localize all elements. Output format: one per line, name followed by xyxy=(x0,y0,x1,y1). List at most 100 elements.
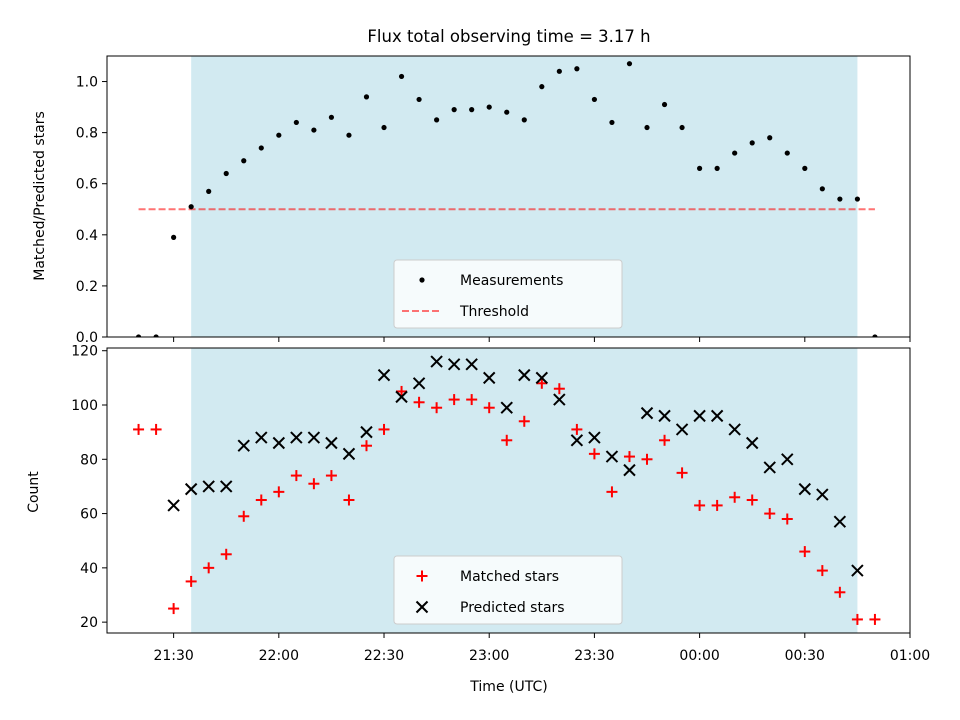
predicted-star-marker xyxy=(710,409,724,423)
matched-star-marker xyxy=(273,486,285,498)
measurements-panel: 0.0 0.2 0.4 0.6 0.8 1.0 Measurements Threshold xyxy=(76,55,911,346)
predicted-star-marker xyxy=(237,439,250,452)
y-tick-label: 0.2 xyxy=(76,279,98,295)
measurement-point xyxy=(311,127,317,133)
predicted-star-marker xyxy=(360,425,373,439)
predicted-star-marker xyxy=(745,436,759,450)
measurement-point xyxy=(153,334,159,337)
predicted-star-marker xyxy=(535,371,549,385)
matched-star-marker xyxy=(764,508,776,520)
y-tick-label: 20 xyxy=(80,615,98,631)
legend-label: Predicted stars xyxy=(460,600,565,616)
predicted-star-marker xyxy=(167,499,180,512)
matched-star-marker xyxy=(466,394,478,406)
x-tick-label: 21:30 xyxy=(153,648,193,664)
measurement-point xyxy=(749,140,755,146)
y-axis-label-ratio: Matched/Predicted stars xyxy=(32,111,48,281)
measurement-point xyxy=(732,150,738,156)
y-tick-label: 40 xyxy=(80,561,98,577)
matched-star-marker xyxy=(571,423,583,435)
matched-star-marker xyxy=(185,575,197,587)
matched-star-marker xyxy=(659,434,671,446)
matched-star-marker xyxy=(150,423,162,435)
predicted-star-marker xyxy=(851,564,864,577)
axes-frame xyxy=(106,55,911,338)
axes-frame xyxy=(106,347,911,634)
measurement-point xyxy=(363,94,370,100)
x-tick-label: 00:30 xyxy=(785,648,825,664)
measurement-point xyxy=(784,150,790,156)
matched-star-marker xyxy=(133,423,145,435)
measurement-point xyxy=(328,114,335,120)
matched-star-marker xyxy=(694,499,706,511)
predicted-star-marker xyxy=(605,450,619,463)
predicted-star-marker xyxy=(816,488,829,501)
measurement-point xyxy=(135,334,142,337)
y-tick-label: 80 xyxy=(80,452,98,468)
matched-star-marker xyxy=(834,586,846,598)
matched-star-marker xyxy=(413,396,425,408)
predicted-star-marker xyxy=(325,436,338,450)
y-tick-label: 0.8 xyxy=(76,126,98,142)
legend-label: Matched stars xyxy=(460,569,559,585)
matched-star-marker xyxy=(308,478,320,490)
measurement-point xyxy=(767,135,773,141)
measurement-point xyxy=(802,165,808,171)
matched-star-marker xyxy=(290,470,302,482)
predicted-star-marker xyxy=(377,368,391,382)
x-tick-label: 22:30 xyxy=(364,648,404,664)
measurement-point xyxy=(381,124,387,131)
predicted-star-marker xyxy=(220,480,233,493)
x-tick-label: 22:00 xyxy=(259,648,299,664)
counts-panel: 20 40 60 80 100 120 21:30 22:00 22:30 23:00 23:30 0… xyxy=(71,344,930,664)
predicted-star-marker xyxy=(675,423,689,436)
y-tick-label: 100 xyxy=(71,398,98,414)
predicted-star-marker xyxy=(640,406,654,420)
legend-label: Threshold xyxy=(459,304,529,320)
matched-star-marker xyxy=(238,510,250,522)
predicted-star-marker xyxy=(623,463,636,477)
measurement-point xyxy=(188,204,194,210)
measurement-point xyxy=(609,119,615,126)
predicted-star-marker xyxy=(728,423,741,436)
predicted-star-marker xyxy=(184,482,198,496)
measurement-point xyxy=(276,132,282,138)
measurement-point xyxy=(469,107,475,113)
predicted-star-marker xyxy=(518,368,531,382)
matched-star-marker xyxy=(396,385,408,397)
measurement-point xyxy=(819,186,825,192)
predicted-star-marker xyxy=(588,431,601,444)
predicted-star-marker xyxy=(763,461,776,474)
measurement-point xyxy=(293,119,299,126)
matched-star-marker xyxy=(325,470,337,482)
predicted-star-marker xyxy=(500,401,513,414)
predicted-star-marker xyxy=(693,409,706,423)
matched-star-marker xyxy=(220,548,232,560)
measurement-point xyxy=(171,234,177,240)
x-tick-label: 01:00 xyxy=(890,648,930,664)
matched-star-marker xyxy=(501,434,513,446)
measurement-point xyxy=(872,334,878,337)
matched-star-marker xyxy=(729,491,741,503)
measurement-point xyxy=(416,96,422,103)
measurement-point xyxy=(556,68,562,74)
measurement-point xyxy=(644,124,650,131)
y-tick-label: 0.4 xyxy=(76,228,98,244)
measurement-point xyxy=(697,165,703,171)
measurement-point xyxy=(346,132,352,138)
measurement-point xyxy=(591,96,598,103)
legend: Measurements Threshold xyxy=(393,259,623,329)
y-tick-label: 0.0 xyxy=(76,330,98,346)
y-tick-label: 1.0 xyxy=(76,75,98,91)
predicted-star-marker xyxy=(202,480,215,493)
x-axis-label: Time (UTC) xyxy=(469,679,547,695)
chart-title: Flux total observing time = 3.17 h xyxy=(367,27,650,46)
matched-star-marker xyxy=(606,486,618,498)
predicted-star-marker xyxy=(833,515,847,528)
predicted-star-marker xyxy=(395,390,408,404)
measurement-point xyxy=(679,124,685,131)
predicted-star-marker xyxy=(483,371,496,385)
y-tick-label: 0.6 xyxy=(76,177,98,193)
predicted-star-marker xyxy=(465,358,478,371)
